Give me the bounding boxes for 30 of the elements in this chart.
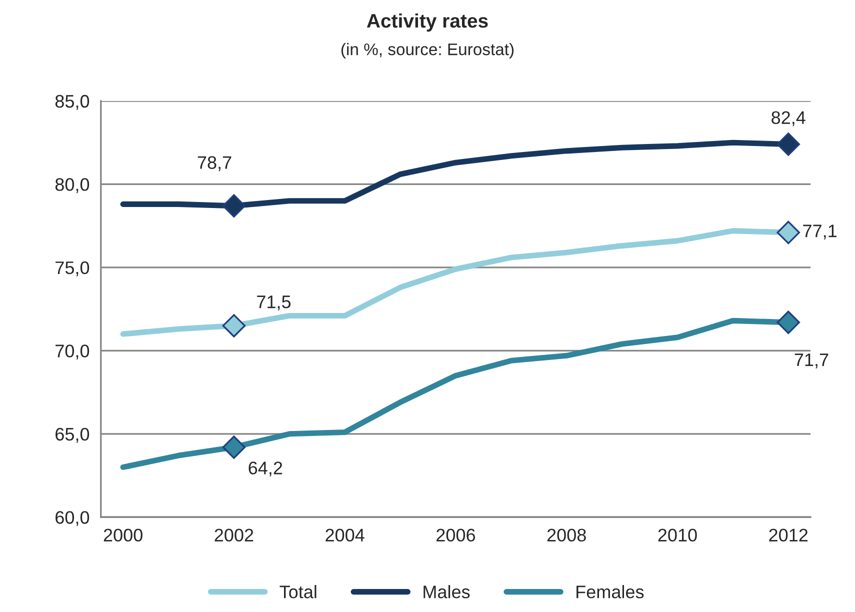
- x-tick-label: 2002: [214, 528, 254, 542]
- x-tick-label: 2008: [547, 528, 586, 542]
- data-label: 64,2: [248, 462, 282, 477]
- x-tick-label: 2012: [769, 528, 808, 542]
- legend-label: Total: [280, 585, 316, 598]
- point: [222, 314, 246, 338]
- x-tick-label: 2006: [436, 528, 476, 542]
- data-label: 71,5: [257, 296, 291, 310]
- legend-label: Females: [576, 585, 644, 598]
- chart-title: Activity rates: [366, 13, 488, 32]
- x-tick-label: 2000: [104, 528, 142, 542]
- point: [222, 436, 246, 459]
- point: [776, 132, 800, 156]
- data-label: 71,7: [794, 354, 828, 368]
- point: [776, 310, 800, 334]
- y-tick-label: 85,0: [55, 94, 90, 110]
- x-tick-label: 2004: [326, 528, 364, 542]
- point: [222, 194, 246, 218]
- data-label: 77,1: [803, 224, 837, 240]
- data-label: 78,7: [198, 156, 232, 172]
- legend-label: Males: [424, 585, 470, 598]
- x-tick-label: 2010: [658, 528, 697, 542]
- point: [776, 220, 800, 244]
- y-tick-label: 65,0: [56, 428, 90, 443]
- y-tick-label: 80,0: [55, 178, 90, 194]
- y-tick-label: 75,0: [56, 261, 90, 276]
- y-tick-label: 60,0: [56, 511, 90, 526]
- chart-subtitle: (in %, source: Eurostat): [341, 43, 514, 59]
- y-tick-label: 70,0: [56, 344, 90, 360]
- data-label: 82,4: [772, 111, 806, 126]
